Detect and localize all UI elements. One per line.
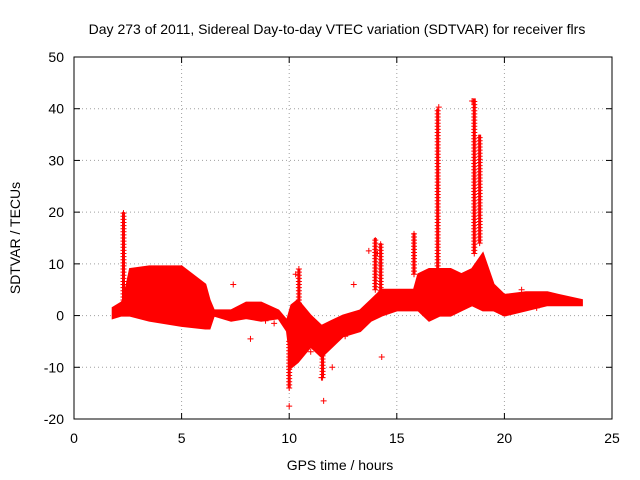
data-point [247,335,254,342]
data-band [111,251,583,370]
data-point [319,349,326,356]
data-point [469,97,476,104]
x-tick-label: 20 [497,430,513,446]
data-point [318,374,325,381]
data-point [411,230,418,237]
data-point [286,403,293,410]
data-point [329,364,336,371]
grid [74,57,612,419]
y-tick-label: 20 [48,204,64,220]
y-tick-label: 10 [48,256,64,272]
x-axis-label: GPS time / hours [287,457,394,473]
data-point [230,281,237,288]
data-point [488,294,495,301]
data-point [286,338,293,345]
data-point [365,247,372,254]
data-point [476,134,483,141]
y-tick-label: 40 [48,101,64,117]
y-tick-label: -20 [44,411,64,427]
x-tick-label: 10 [281,430,297,446]
y-tick-label: -10 [44,359,64,375]
x-tick-label: 25 [604,430,620,446]
data-point [374,250,381,257]
y-tick-label: 0 [56,308,64,324]
data-point [320,397,327,404]
x-tick-label: 0 [70,430,78,446]
data-point [434,107,441,114]
axis-ticks: 0 5 10 15 20 25 -20 -10 0 10 20 30 40 50 [44,49,620,446]
data-point [292,271,299,278]
x-tick-label: 15 [389,430,405,446]
data-point [120,210,127,217]
data-point [307,348,314,355]
data-point [435,104,442,111]
data-point [518,286,525,293]
data-point [262,317,269,324]
y-tick-label: 30 [48,152,64,168]
plot-frame [73,56,613,420]
x-tick-label: 5 [178,430,186,446]
data-point [342,333,349,340]
y-axis-label: SDTVAR / TECUs [7,182,23,294]
data-point [377,241,384,248]
data-point [271,320,278,327]
chart-title: Day 273 of 2011, Sidereal Day-to-day VTE… [89,21,586,37]
data-series [111,97,583,410]
data-point [378,353,385,360]
data-point [372,237,379,244]
y-tick-label: 50 [48,49,64,65]
data-point [295,266,302,273]
data-point [533,304,540,311]
data-point [350,281,357,288]
